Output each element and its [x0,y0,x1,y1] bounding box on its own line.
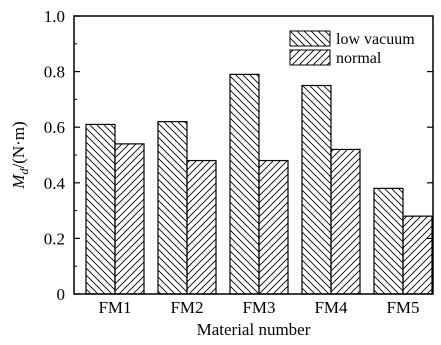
bar-fm4-normal [330,148,361,295]
bar-fm5-normal [402,215,433,295]
y-tick-label: 0.8 [44,63,65,82]
y-tick-label: 1.0 [44,7,65,26]
legend-swatch-normal [289,49,331,66]
bar-fm4-low-vacuum [301,84,332,295]
y-axis-label-unit: /(N·m) [9,121,28,168]
bar-fm2-low-vacuum [157,121,188,295]
bar-fm2-normal [186,159,217,295]
y-axis: 0 0.2 0.4 0.6 0.8 1.0 [44,7,433,304]
y-tick-label: 0.2 [44,229,65,248]
y-tick-label: 0 [57,285,66,304]
y-tick-label: 0.4 [44,174,66,193]
y-axis-label-symbol: M [9,174,28,190]
x-tick-label-fm3: FM3 [242,298,275,317]
x-tick-label-fm4: FM4 [314,298,348,317]
y-axis-label-subscript: d [17,168,31,175]
bars-group [85,73,433,295]
bar-fm1-normal [114,143,145,295]
x-tick-label-fm1: FM1 [98,298,131,317]
y-tick-label: 0.6 [44,118,65,137]
x-axis-label: Material number [197,320,311,339]
legend: low vacuum normal [289,30,415,67]
legend-label-normal: normal [336,50,382,67]
x-axis: FM1 FM2 FM3 FM4 FM5 [98,298,419,317]
x-tick-label-fm5: FM5 [386,298,419,317]
legend-swatch-low-vacuum [289,30,331,47]
y-axis-label: Md/(N·m) [9,121,31,189]
bar-fm3-low-vacuum [229,73,260,295]
legend-label-low-vacuum: low vacuum [336,31,415,48]
bar-fm1-low-vacuum [85,123,116,295]
x-tick-label-fm2: FM2 [170,298,203,317]
bar-fm5-low-vacuum [373,187,404,295]
bar-fm3-normal [258,159,289,295]
